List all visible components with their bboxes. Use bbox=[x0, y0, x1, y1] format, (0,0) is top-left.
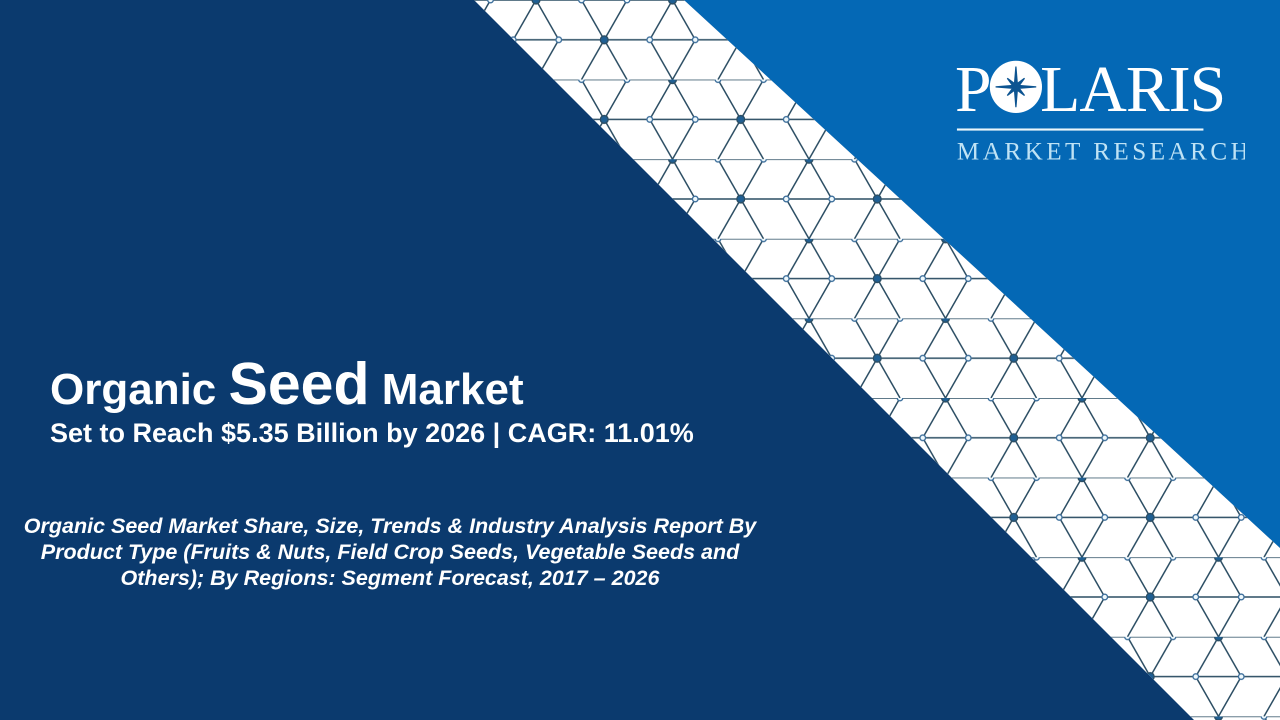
svg-text:P: P bbox=[955, 55, 991, 126]
svg-text:MARKET RESEARCH: MARKET RESEARCH bbox=[957, 138, 1245, 165]
